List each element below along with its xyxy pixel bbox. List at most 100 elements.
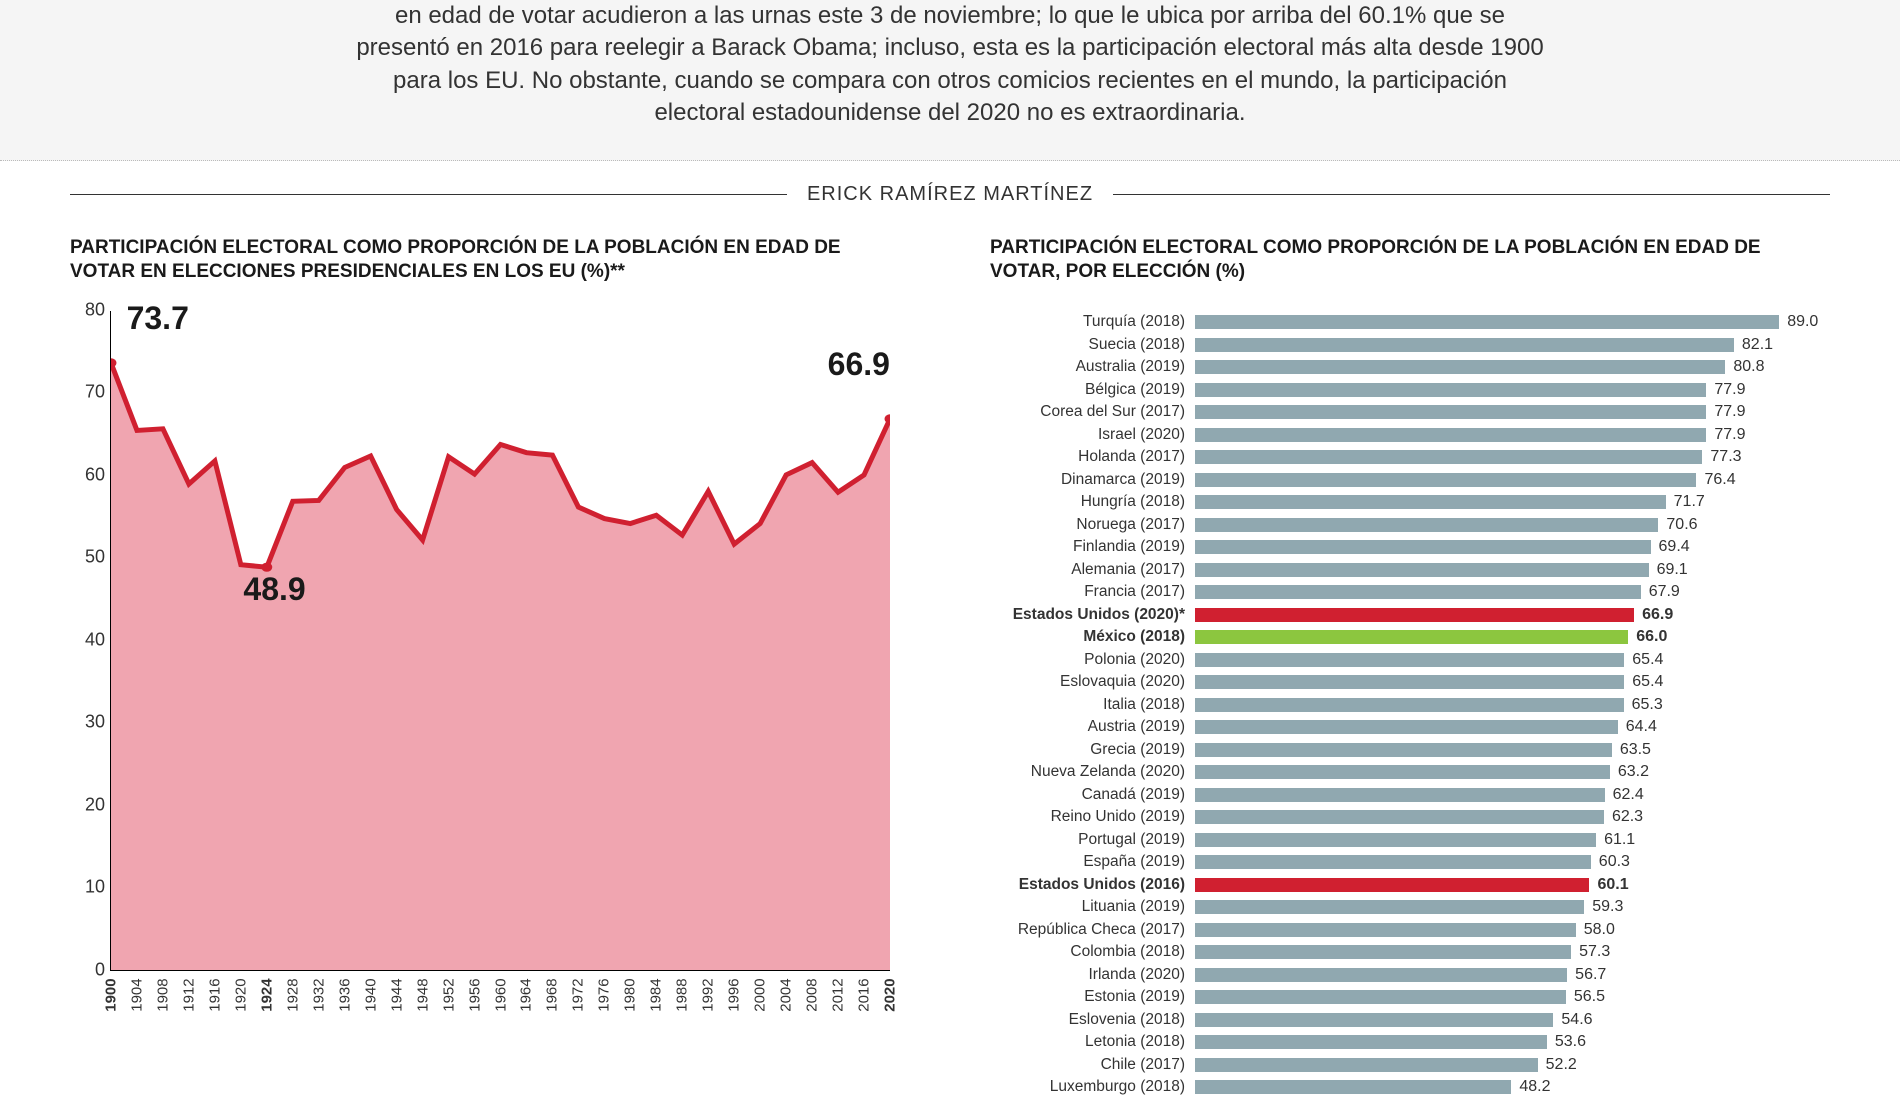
bar-row: Eslovaquia (2020)65.4: [990, 671, 1830, 694]
bar-row: Alemania (2017)69.1: [990, 558, 1830, 581]
bar-fill: 60.3: [1195, 855, 1591, 869]
bar-label: México (2018): [990, 628, 1195, 646]
bar-fill: 53.6: [1195, 1035, 1547, 1049]
bar-track: 61.1: [1195, 833, 1830, 847]
bar-track: 64.4: [1195, 720, 1830, 734]
y-axis-tick: 70: [71, 382, 105, 403]
bar-value: 77.3: [1702, 448, 1741, 466]
bar-label: Alemania (2017): [990, 561, 1195, 579]
bar-fill: 77.9: [1195, 405, 1706, 419]
bar-fill: 82.1: [1195, 338, 1734, 352]
intro-text: en edad de votar acudieron a las urnas e…: [350, 0, 1550, 130]
intro-section: en edad de votar acudieron a las urnas e…: [0, 0, 1900, 161]
x-axis-tick: 1952: [440, 978, 457, 1011]
bar-value: 66.9: [1634, 606, 1673, 624]
bar-label: Nueva Zelanda (2020): [990, 763, 1195, 781]
bar-row: Finlandia (2019)69.4: [990, 536, 1830, 559]
bar-row: México (2018)66.0: [990, 626, 1830, 649]
bar-value: 89.0: [1779, 313, 1818, 331]
bar-value: 64.4: [1618, 718, 1657, 736]
data-point-marker: [111, 358, 116, 367]
area-chart-svg: [111, 311, 890, 970]
divider-right: [1108, 194, 1830, 195]
bar-label: República Checa (2017): [990, 921, 1195, 939]
bar-value: 65.4: [1624, 651, 1663, 669]
bar-fill: 77.9: [1195, 428, 1706, 442]
bar-row: Eslovenia (2018)54.6: [990, 1008, 1830, 1031]
bar-label: Luxemburgo (2018): [990, 1078, 1195, 1096]
x-axis-tick: 2004: [778, 978, 795, 1011]
bar-track: 53.6: [1195, 1035, 1830, 1049]
bar-row: Lituania (2019)59.3: [990, 896, 1830, 919]
bar-track: 63.2: [1195, 765, 1830, 779]
bar-fill: 69.1: [1195, 563, 1649, 577]
x-axis-tick: 1996: [726, 978, 743, 1011]
bar-value: 69.1: [1649, 561, 1688, 579]
bar-track: 66.9: [1195, 608, 1830, 622]
bar-row: Canadá (2019)62.4: [990, 783, 1830, 806]
bar-value: 52.2: [1538, 1056, 1577, 1074]
bar-row: Reino Unido (2019)62.3: [990, 806, 1830, 829]
bar-value: 65.3: [1624, 696, 1663, 714]
y-axis-tick: 20: [71, 794, 105, 815]
x-axis-tick: 2012: [830, 978, 847, 1011]
bar-track: 77.9: [1195, 428, 1830, 442]
bar-label: Holanda (2017): [990, 448, 1195, 466]
bar-track: 77.9: [1195, 383, 1830, 397]
bar-label: Grecia (2019): [990, 741, 1195, 759]
bar-label: Estados Unidos (2020)*: [990, 606, 1195, 624]
bar-chart-column: PARTICIPACIÓN ELECTORAL COMO PROPORCIÓN …: [990, 236, 1830, 1098]
x-axis-tick: 1988: [674, 978, 691, 1011]
bar-label: Lituania (2019): [990, 898, 1195, 916]
bar-row: Colombia (2018)57.3: [990, 941, 1830, 964]
bar-row: Bélgica (2019)77.9: [990, 378, 1830, 401]
bar-label: Colombia (2018): [990, 943, 1195, 961]
bar-track: 65.3: [1195, 698, 1830, 712]
bar-fill: 76.4: [1195, 473, 1696, 487]
bar-value: 60.3: [1591, 853, 1630, 871]
bar-row: Corea del Sur (2017)77.9: [990, 401, 1830, 424]
bar-label: Noruega (2017): [990, 516, 1195, 534]
bar-fill: 60.1: [1195, 878, 1589, 892]
x-axis-tick: 1964: [518, 978, 535, 1011]
bar-value: 61.1: [1596, 831, 1635, 849]
bar-fill: 70.6: [1195, 518, 1658, 532]
divider-left: [70, 194, 792, 195]
bar-row: Grecia (2019)63.5: [990, 738, 1830, 761]
area-chart-column: PARTICIPACIÓN ELECTORAL COMO PROPORCIÓN …: [70, 236, 890, 1098]
x-axis-tick: 1956: [466, 978, 483, 1011]
bar-track: 89.0: [1195, 315, 1830, 329]
bar-chart: Turquía (2018)89.0Suecia (2018)82.1Austr…: [990, 311, 1830, 1098]
bar-label: Estonia (2019): [990, 988, 1195, 1006]
bar-fill: 80.8: [1195, 360, 1725, 374]
y-axis-tick: 60: [71, 464, 105, 485]
bar-label: Turquía (2018): [990, 313, 1195, 331]
x-axis-tick: 1976: [596, 978, 613, 1011]
bar-track: 76.4: [1195, 473, 1830, 487]
x-axis-tick: 1912: [180, 978, 197, 1011]
bar-track: 80.8: [1195, 360, 1830, 374]
author-row: ERICK RAMÍREZ MARTÍNEZ: [0, 183, 1900, 206]
bar-track: 77.9: [1195, 405, 1830, 419]
bar-label: Polonia (2020): [990, 651, 1195, 669]
bar-row: República Checa (2017)58.0: [990, 918, 1830, 941]
bar-fill: 77.3: [1195, 450, 1702, 464]
bar-row: Irlanda (2020)56.7: [990, 963, 1830, 986]
chart-callout: 66.9: [828, 346, 890, 383]
x-axis-tick: 1940: [362, 978, 379, 1011]
bar-label: Eslovaquia (2020): [990, 673, 1195, 691]
y-axis-tick: 80: [71, 299, 105, 320]
bar-track: 56.7: [1195, 968, 1830, 982]
bar-value: 80.8: [1725, 358, 1764, 376]
bar-value: 48.2: [1511, 1078, 1550, 1096]
bar-row: Hungría (2018)71.7: [990, 491, 1830, 514]
x-axis-tick: 1924: [258, 978, 275, 1011]
data-point-marker: [885, 414, 890, 423]
bar-label: Corea del Sur (2017): [990, 403, 1195, 421]
bar-fill: 48.2: [1195, 1080, 1511, 1094]
bar-fill: 59.3: [1195, 900, 1584, 914]
bar-track: 82.1: [1195, 338, 1830, 352]
bar-track: 71.7: [1195, 495, 1830, 509]
bar-row: Italia (2018)65.3: [990, 693, 1830, 716]
bar-label: Chile (2017): [990, 1056, 1195, 1074]
